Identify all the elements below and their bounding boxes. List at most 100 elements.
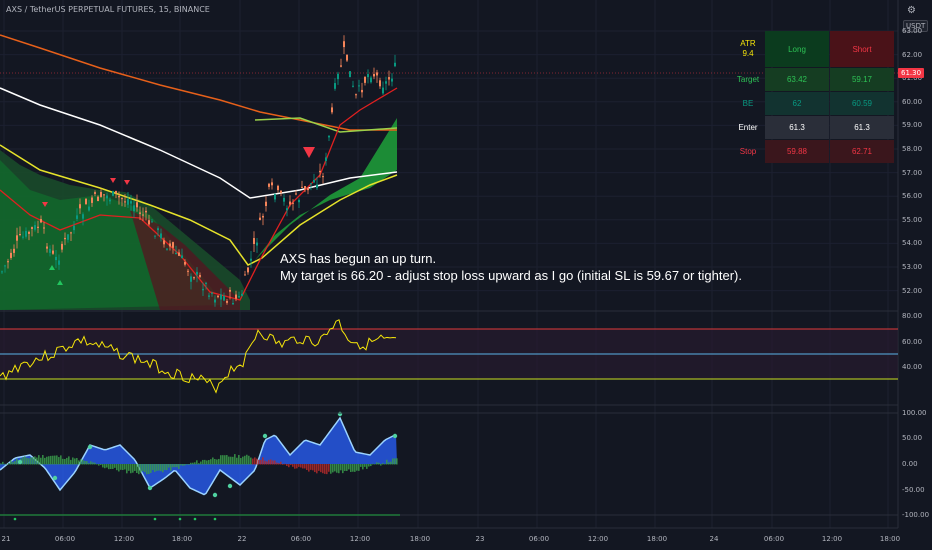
candle-body [379, 80, 381, 87]
time-axis-label: 21 [1, 535, 11, 543]
candle-body [364, 77, 366, 83]
histogram-bar [336, 464, 338, 473]
candle-body [31, 227, 33, 229]
candle-body [217, 295, 219, 298]
histogram-bar [258, 459, 260, 465]
table-row: Enter 61.3 61.3 [732, 116, 894, 139]
candle-body [214, 299, 216, 303]
candle-body [55, 256, 57, 261]
candle-body [4, 265, 6, 267]
candle-body [160, 233, 162, 239]
oscillator-dot [227, 483, 233, 489]
histogram-bar [202, 459, 204, 465]
chart-annotation[interactable]: AXS has begun an up turn. My target is 6… [280, 250, 742, 284]
histogram-bar [178, 464, 180, 469]
gear-icon[interactable]: ⚙ [907, 5, 916, 16]
candle-body [151, 221, 153, 223]
histogram-bar [24, 456, 26, 465]
histogram-bar [384, 463, 386, 465]
time-axis-label: 23 [475, 535, 485, 543]
price-axis-label: 50.00 [902, 434, 923, 442]
histogram-bar [370, 464, 372, 467]
histogram-bar [120, 464, 122, 470]
histogram-bar [124, 464, 126, 470]
histogram-bar [352, 464, 354, 472]
price-axis-label: 53.00 [902, 263, 923, 271]
row-label-stop: Stop [739, 147, 757, 156]
histogram-bar [176, 464, 178, 468]
histogram-bar [54, 455, 56, 465]
candle-body [376, 72, 378, 76]
candle-body [334, 83, 336, 89]
short-header: Short [830, 31, 894, 67]
candle-body [319, 170, 321, 173]
histogram-bar [348, 464, 350, 470]
candle-body [25, 230, 27, 237]
histogram-bar [350, 464, 352, 473]
histogram-bar [22, 457, 24, 465]
histogram-bar [192, 462, 194, 465]
histogram-bar [266, 461, 268, 465]
histogram-bar [328, 464, 330, 472]
histogram-bar [204, 459, 206, 465]
histogram-bar [360, 464, 362, 467]
candle-body [13, 248, 15, 253]
row-label-be: BE [742, 99, 754, 108]
time-axis-label: 18:00 [409, 535, 431, 543]
candle-body [211, 292, 213, 294]
histogram-bar [104, 464, 106, 469]
candle-body [64, 237, 66, 240]
candle-body [283, 197, 285, 202]
price-axis-label: 57.00 [902, 168, 923, 177]
candle-body [100, 191, 102, 197]
candle-body [301, 186, 303, 188]
histogram-bar [308, 464, 310, 472]
candle-body [367, 74, 369, 78]
histogram-bar [132, 464, 134, 473]
price-axis-label: -50.00 [902, 486, 925, 494]
price-axis-label: 62.00 [902, 50, 923, 59]
candle-body [247, 267, 249, 273]
histogram-bar [102, 464, 104, 468]
time-axis-label: 24 [709, 535, 719, 543]
row-label-enter: Enter [738, 123, 758, 132]
candle-body [46, 246, 48, 249]
oscillator-dot [337, 411, 343, 417]
histogram-bar [52, 455, 54, 465]
last-price-tag: 61.30 [898, 68, 925, 78]
white-ma [0, 87, 398, 199]
candle-body [388, 77, 390, 80]
time-axis-label: 12:00 [349, 535, 371, 543]
candle-body [280, 190, 282, 193]
histogram-bar [72, 457, 74, 465]
price-axis-label: 63.00 [902, 27, 923, 35]
currency-badge[interactable]: USDT [903, 20, 929, 32]
histogram-bar [118, 464, 120, 472]
histogram-bar [82, 459, 84, 465]
histogram-bar [56, 455, 58, 465]
histogram-bar [306, 464, 308, 470]
histogram-bar [358, 464, 360, 471]
annotation-line-1: AXS has begun an up turn. [280, 251, 437, 266]
histogram-bar [170, 464, 172, 471]
candle-body [202, 288, 204, 291]
candle-body [7, 261, 9, 263]
histogram-bar [318, 464, 320, 471]
candle-body [76, 215, 78, 219]
candle-body [340, 65, 342, 67]
histogram-bar [210, 459, 212, 465]
candle-body [241, 293, 243, 296]
table-row: Target 63.42 59.17 [732, 68, 894, 91]
price-axis-label: 61.00 [902, 74, 923, 83]
histogram-bar [238, 454, 240, 465]
histogram-bar [50, 455, 52, 465]
histogram-bar [128, 464, 130, 471]
histogram-bar [194, 462, 196, 465]
time-axis-label: 06:00 [528, 535, 550, 543]
symbol-title[interactable]: AXS / TetherUS PERPETUAL FUTURES, 15, BI… [6, 5, 210, 14]
histogram-bar [368, 464, 370, 467]
histogram-bar [222, 455, 224, 465]
candle-body [358, 85, 360, 87]
oscillator-dot [147, 485, 153, 491]
